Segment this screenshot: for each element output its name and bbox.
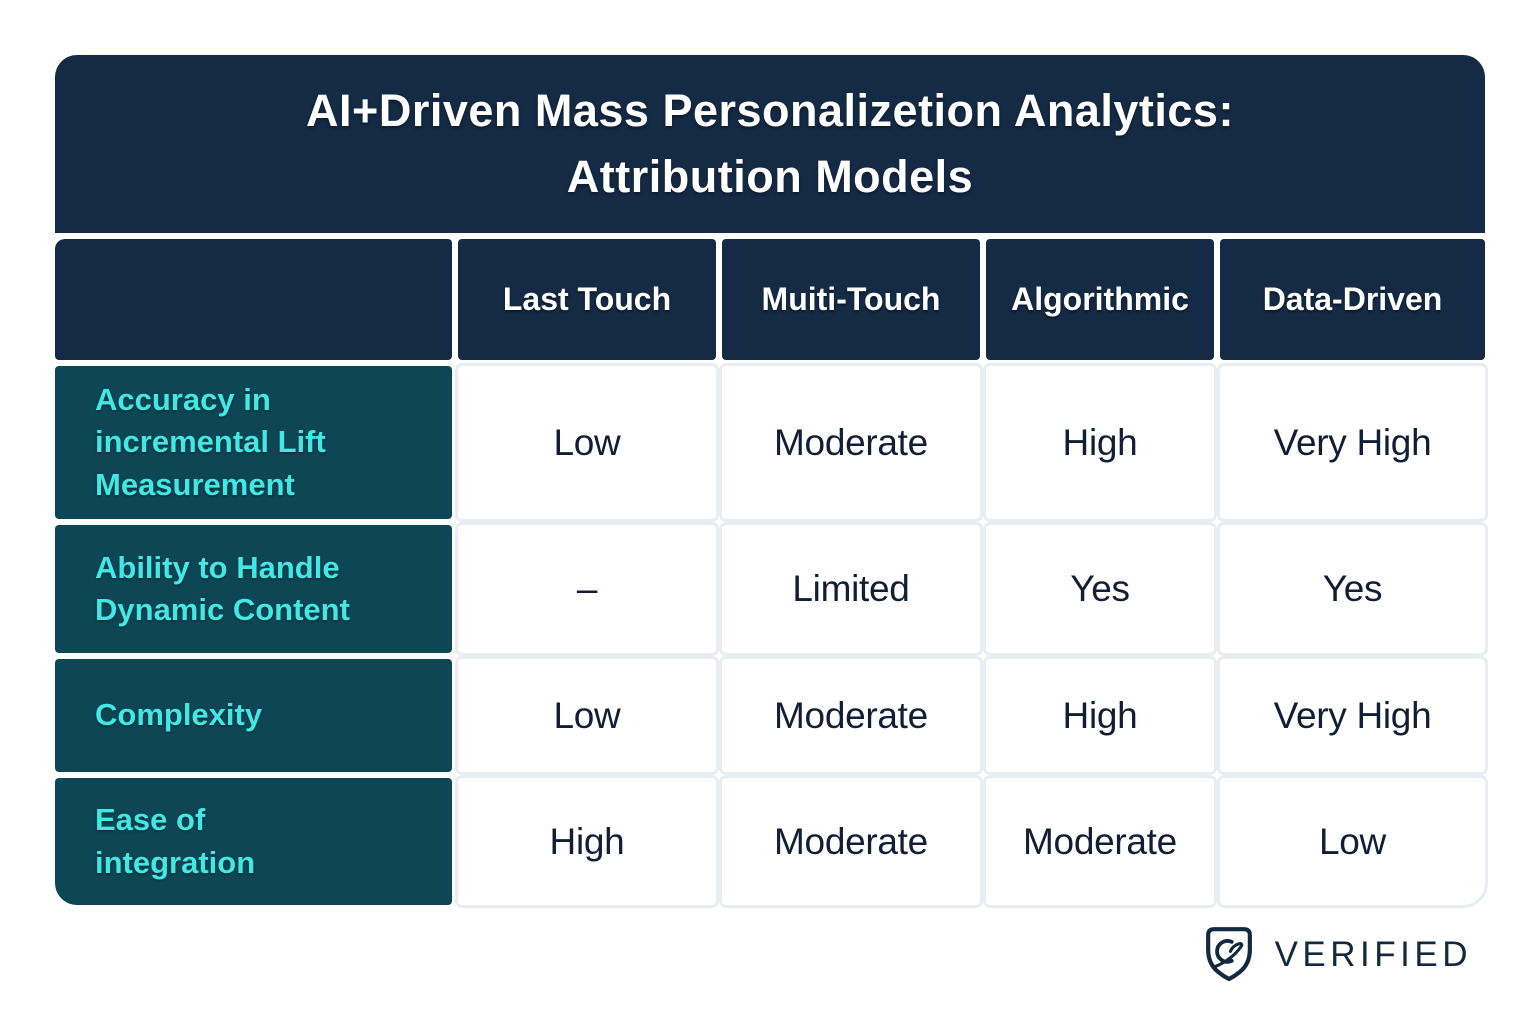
table-cell: High	[458, 778, 716, 905]
table-cell: Yes	[986, 525, 1214, 653]
table-cell: High	[986, 659, 1214, 772]
col-header-last-touch: Last Touch	[458, 239, 716, 360]
table-cell: Low	[1220, 778, 1485, 905]
table-cell: Low	[458, 366, 716, 519]
col-header-multi-touch: Muiti-Touch	[722, 239, 980, 360]
corner-cell	[55, 239, 452, 360]
table-cell: Limited	[722, 525, 980, 653]
table-cell: Very High	[1220, 659, 1485, 772]
verified-shield-icon	[1205, 927, 1252, 982]
col-header-algorithmic: Algorithmic	[986, 239, 1214, 360]
table-cell: Very High	[1220, 366, 1485, 519]
row-label-accuracy: Accuracy in incremental Lift Measurement	[55, 366, 452, 519]
table-cell: Moderate	[722, 778, 980, 905]
table-cell: Moderate	[722, 366, 980, 519]
page-title-line2: Attribution Models	[566, 151, 974, 202]
table-cell: Moderate	[722, 659, 980, 772]
row-label-ease-of-integration: Ease of integration	[55, 778, 452, 905]
table-cell: Low	[458, 659, 716, 772]
row-label-complexity: Complexity	[55, 659, 452, 772]
verified-brand: VERIFIED	[1200, 922, 1472, 988]
brand-name: VERIFIED	[1274, 935, 1472, 974]
table-cell: Moderate	[986, 778, 1214, 905]
row-label-dynamic-content: Ability to Handle Dynamic Content	[55, 525, 452, 653]
table-cell: Yes	[1220, 525, 1485, 653]
comparison-table: Last Touch Muiti-Touch Algorithmic Data-…	[55, 239, 1485, 905]
page-title-line1: AI+Driven Mass Personalizetion Analytics…	[306, 85, 1234, 136]
title-banner: AI+Driven Mass Personalizetion Analytics…	[55, 55, 1485, 233]
table-cell: –	[458, 525, 716, 653]
col-header-data-driven: Data-Driven	[1220, 239, 1485, 360]
table-cell: High	[986, 366, 1214, 519]
